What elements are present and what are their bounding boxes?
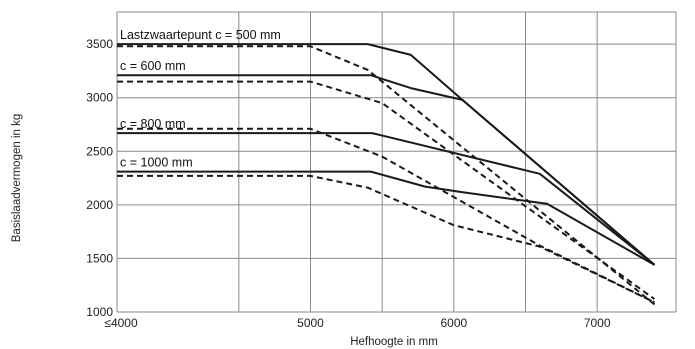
y-tick-label: 2000 <box>86 198 113 212</box>
series-label: c = 800 mm <box>120 117 186 131</box>
solid-series-line <box>117 133 655 265</box>
series-label: c = 1000 mm <box>120 156 193 170</box>
x-tick-label: 6000 <box>440 316 467 330</box>
y-tick-label: 1000 <box>86 305 113 319</box>
y-tick-label: 1500 <box>86 251 113 265</box>
y-tick-label: 3000 <box>86 91 113 105</box>
solid-series-line <box>117 172 655 265</box>
x-tick-label: 5000 <box>297 316 324 330</box>
solid-series-line <box>117 75 655 265</box>
series-lines <box>117 44 655 304</box>
dashed-series-line <box>117 129 655 303</box>
dashed-series-line <box>117 82 655 300</box>
solid-series-line <box>117 44 655 265</box>
y-tick-labels: 1000 1500 2000 2500 3000 3500 <box>86 37 113 319</box>
y-axis-label: Basislaadvermogen in kg <box>11 114 23 243</box>
series-labels: Lastzwaartepunt c = 500 mm c = 600 mm c = … <box>120 28 281 170</box>
y-tick-label: 2500 <box>86 144 113 158</box>
y-tick-label: 3500 <box>86 37 113 51</box>
x-tick-labels: ≤4000 5000 6000 7000 <box>104 316 610 330</box>
grid <box>117 12 676 312</box>
x-tick-label: 7000 <box>584 316 611 330</box>
x-axis-label: Hefhoogte in mm <box>350 336 438 348</box>
series-label: Lastzwaartepunt c = 500 mm <box>120 28 281 42</box>
series-label: c = 600 mm <box>120 59 186 73</box>
